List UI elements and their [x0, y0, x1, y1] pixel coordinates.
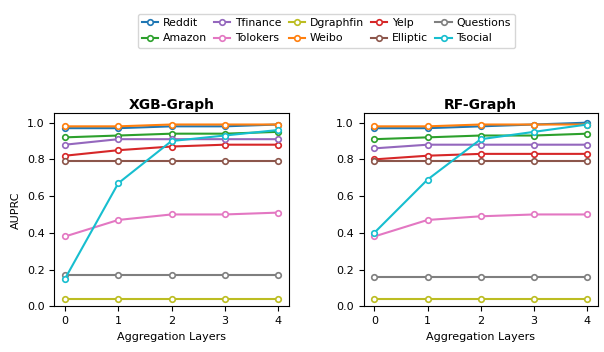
Legend: Reddit, Amazon, Tfinance, Tolokers, Dgraphfin, Weibo, Yelp, Elliptic, Questions,: Reddit, Amazon, Tfinance, Tolokers, Dgra…	[138, 14, 515, 48]
X-axis label: Aggregation Layers: Aggregation Layers	[426, 332, 535, 341]
Title: RF-Graph: RF-Graph	[445, 98, 518, 112]
Y-axis label: AUPRC: AUPRC	[11, 191, 21, 228]
Title: XGB-Graph: XGB-Graph	[129, 98, 214, 112]
X-axis label: Aggregation Layers: Aggregation Layers	[117, 332, 226, 341]
